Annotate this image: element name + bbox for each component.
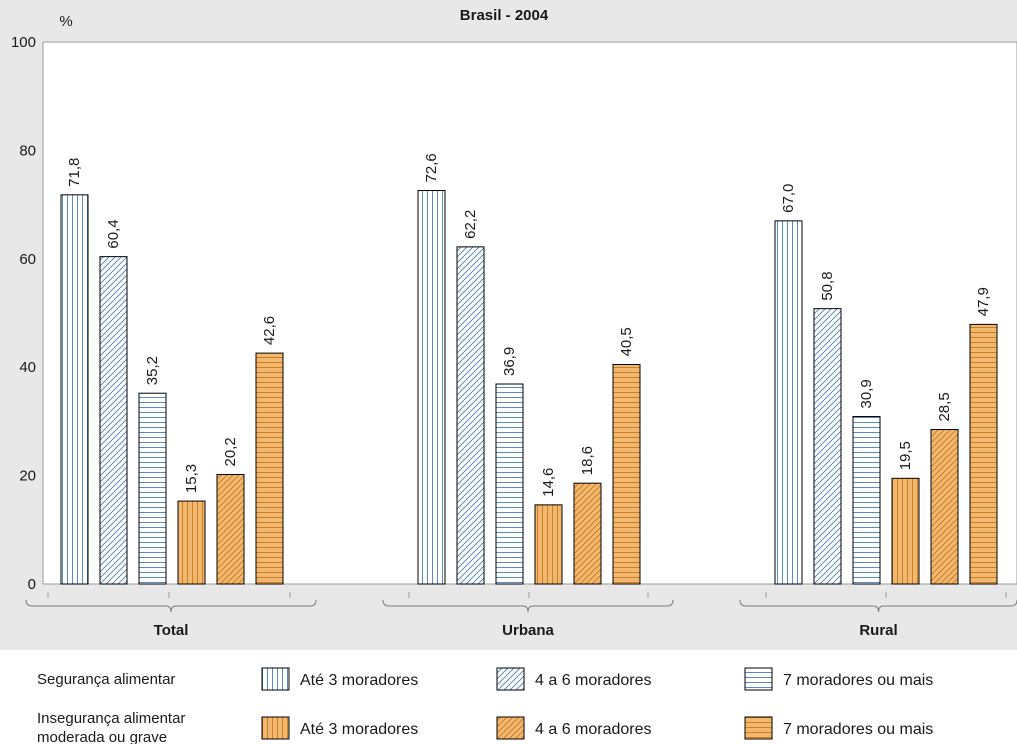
data-label-urbana-series-6: 40,5: [618, 327, 635, 356]
legend-swatch-2-2: [496, 716, 525, 740]
y-tick-label-80: 80: [19, 142, 36, 159]
bar-urbana-series-5: [573, 482, 602, 585]
bar-rural-series-1: [774, 220, 803, 585]
legend-section-label-2-line-1: Insegurança alimentar: [37, 710, 185, 727]
legend-item-label-1-2: 4 a 6 moradores: [535, 672, 652, 689]
category-label-total: Total: [154, 622, 189, 639]
legend-item-label-2-3: 7 moradores ou mais: [783, 721, 933, 738]
bar-total-series-6: [255, 352, 284, 585]
bar-rural-series-2: [813, 308, 842, 585]
data-label-total-series-1: 71,8: [66, 158, 83, 187]
bar-urbana-series-2: [456, 246, 485, 585]
bar-total-series-5: [216, 474, 245, 585]
category-label-urbana: Urbana: [502, 622, 554, 639]
legend-item-label-2-2: 4 a 6 moradores: [535, 721, 652, 738]
data-label-urbana-series-5: 18,6: [579, 446, 596, 475]
bars: 71,8 60,4 35,2 15,3 20,2 42,6 72,6 62,2 36,9 14,6…: [60, 153, 998, 585]
data-label-total-series-2: 60,4: [105, 219, 122, 248]
bar-total-series-2: [99, 256, 128, 585]
bar-rural-series-4: [891, 477, 920, 585]
data-label-rural-series-3: 30,9: [858, 379, 875, 408]
data-label-rural-series-2: 50,8: [819, 271, 836, 300]
bar-urbana-series-4: [534, 504, 563, 585]
legend-swatch-1-1: [261, 667, 290, 691]
legend-swatch-1-3: [744, 667, 773, 691]
bar-total-series-3: [138, 392, 167, 585]
data-label-urbana-series-4: 14,6: [540, 468, 557, 497]
data-label-urbana-series-1: 72,6: [423, 153, 440, 182]
legend-section-label-1: Segurança alimentar: [37, 671, 175, 688]
legend-item-label-1-3: 7 moradores ou mais: [783, 672, 933, 689]
data-label-total-series-6: 42,6: [261, 316, 278, 345]
y-axis-label: %: [59, 13, 72, 30]
y-axis-ticks: 0 20 40 60 80 100: [11, 34, 36, 593]
data-label-urbana-series-3: 36,9: [501, 347, 518, 376]
bar-rural-series-6: [969, 323, 998, 585]
legend-section-label-2-line-2: moderada ou grave: [37, 729, 167, 744]
chart-title: Brasil - 2004: [460, 7, 549, 24]
bar-urbana-series-6: [612, 363, 641, 585]
legend-swatch-2-3: [744, 716, 773, 740]
bar-urbana-series-1: [417, 190, 446, 585]
bar-total-series-4: [177, 500, 206, 585]
bar-urbana-series-3: [495, 383, 524, 585]
category-brace-total: [25, 599, 317, 613]
legend-item-label-2-1: Até 3 moradores: [300, 721, 418, 738]
legend-swatch-2-1: [261, 716, 290, 740]
category-brace-urbana: [382, 599, 674, 613]
data-label-rural-series-1: 67,0: [780, 184, 797, 213]
data-label-total-series-3: 35,2: [144, 356, 161, 385]
data-label-rural-series-4: 19,5: [897, 441, 914, 470]
y-tick-label-100: 100: [11, 34, 36, 51]
bar-rural-series-3: [852, 416, 881, 585]
y-tick-label-60: 60: [19, 251, 36, 268]
data-label-total-series-4: 15,3: [183, 464, 200, 493]
legend-item-label-1-1: Até 3 moradores: [300, 672, 418, 689]
legend: Segurança alimentar Até 3 moradores 4 a 6 …: [37, 667, 933, 744]
y-tick-label-20: 20: [19, 468, 36, 485]
bar-rural-series-5: [930, 429, 959, 585]
bar-total-series-1: [60, 194, 89, 585]
data-label-rural-series-6: 47,9: [975, 287, 992, 316]
category-brace-rural: [739, 599, 1017, 613]
x-axis: Total Urbana Rural: [25, 592, 1017, 639]
data-label-rural-series-5: 28,5: [936, 392, 953, 421]
y-tick-label-40: 40: [19, 359, 36, 376]
y-tick-label-0: 0: [28, 576, 36, 593]
legend-swatch-1-2: [496, 667, 525, 691]
data-label-total-series-5: 20,2: [222, 437, 239, 466]
category-label-rural: Rural: [859, 622, 897, 639]
data-label-urbana-series-2: 62,2: [462, 210, 479, 239]
